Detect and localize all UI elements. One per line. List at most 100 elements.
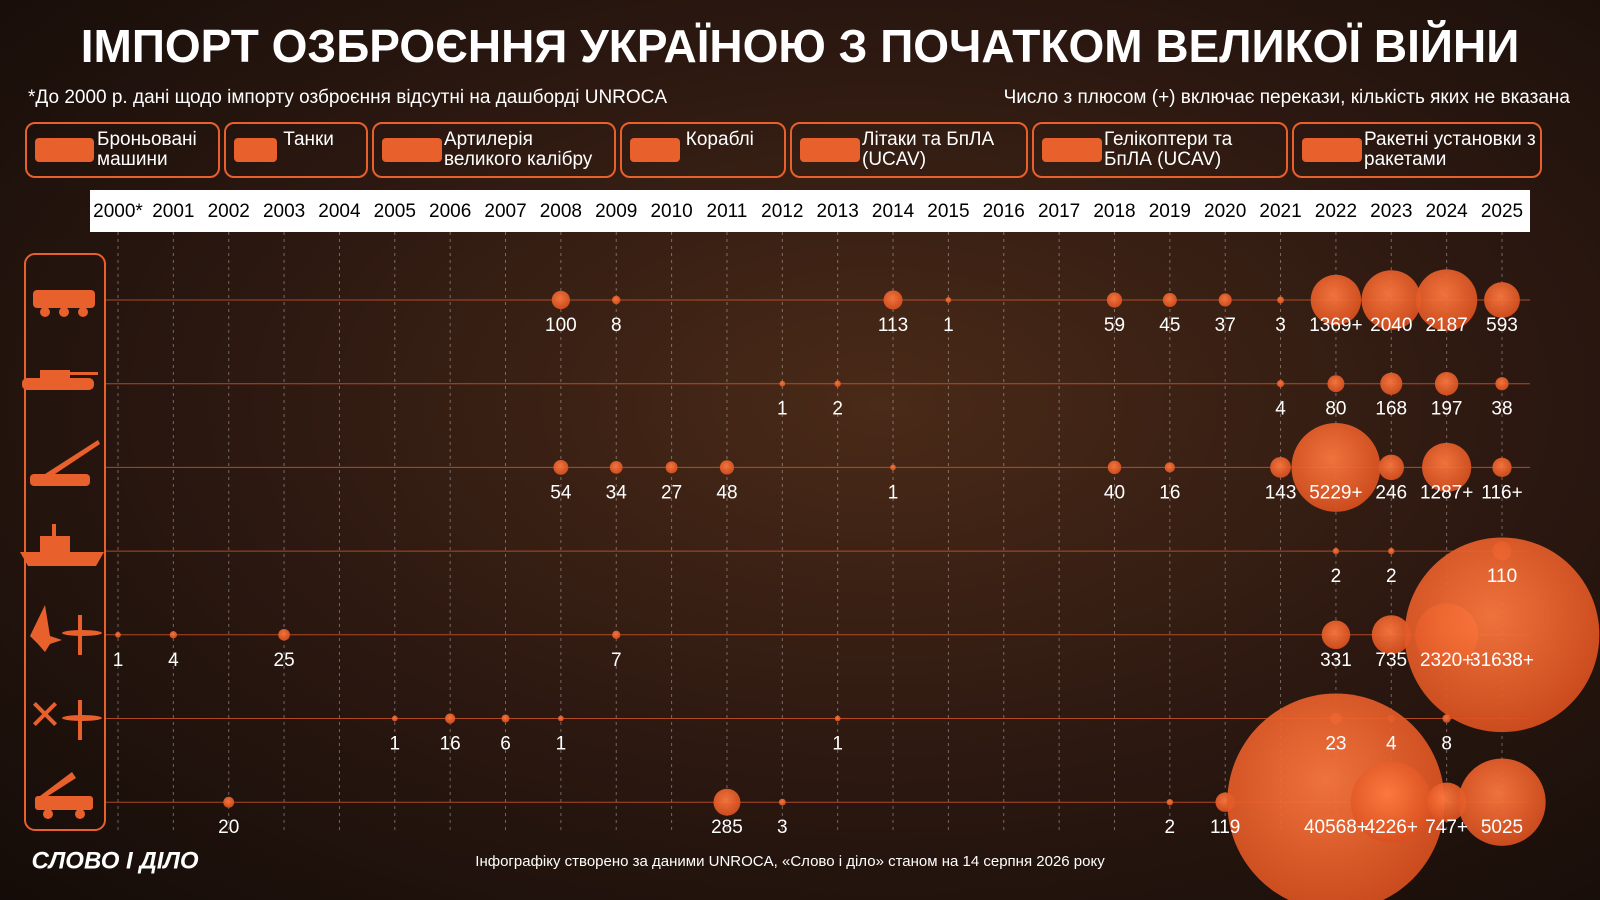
x-tick-label: 2009 (595, 201, 637, 222)
bubble (1276, 380, 1285, 388)
note: *До 2000 р. дані щодо імпорту озброєння … (28, 87, 667, 108)
value-label: 7 (611, 650, 622, 671)
bubble (1484, 282, 1520, 318)
value-label: 4 (1275, 399, 1286, 420)
bubble (445, 713, 456, 724)
bubble (1321, 620, 1351, 650)
legend-icon (382, 138, 442, 162)
bubble (1361, 270, 1422, 330)
bubble (1227, 693, 1445, 900)
value-label: 5229+ (1309, 482, 1362, 503)
legend-label: Гелікоптери та БпЛА (UCAV) (1104, 129, 1233, 170)
value-label: 4226+ (1365, 817, 1418, 838)
bubble (1107, 460, 1122, 475)
bubble (1162, 293, 1177, 307)
value-label: 2320+ (1420, 650, 1473, 671)
chart-title: ІМПОРТ ОЗБРОЄННЯ УКРАЇНОЮ З ПОЧАТКОМ ВЕЛ… (81, 20, 1520, 72)
bubble (883, 290, 903, 310)
value-label: 1369+ (1309, 315, 1362, 336)
x-tick-label: 2000* (93, 201, 143, 222)
x-tick-label: 2015 (927, 201, 969, 222)
legend-label: Артилерія великого калібру (444, 129, 593, 170)
value-label: 27 (661, 482, 682, 503)
source: Інфографіку створено за даними UNROCA, «… (475, 853, 1105, 870)
value-label: 1 (113, 650, 124, 671)
bubble (1388, 547, 1395, 555)
bubble (1371, 615, 1411, 655)
bubble (551, 290, 571, 310)
value-label: 119 (1210, 817, 1240, 838)
value-label: 246 (1375, 482, 1407, 503)
value-label: 4 (1386, 734, 1397, 755)
value-label: 285 (711, 817, 743, 838)
legend-icon (35, 138, 94, 162)
note: Число з плюсом (+) включає перекази, кіл… (1004, 87, 1571, 108)
bubble (1270, 457, 1291, 478)
x-tick-label: 2023 (1370, 201, 1412, 222)
value-label: 59 (1104, 315, 1125, 336)
bubble (1434, 372, 1459, 396)
bubble (1458, 758, 1546, 846)
value-label: 2 (832, 399, 843, 420)
bubble (1332, 547, 1340, 555)
value-label: 8 (1441, 734, 1452, 755)
value-label: 1287+ (1420, 482, 1473, 503)
legend-icon (234, 138, 278, 162)
bubble (557, 715, 564, 722)
value-label: 40568+ (1304, 817, 1368, 838)
bubble (609, 461, 623, 474)
x-tick-label: 2005 (374, 201, 416, 222)
bubble (834, 715, 841, 722)
bubble (778, 798, 786, 806)
bubble (1415, 269, 1478, 331)
value-label: 20 (218, 817, 239, 838)
bubble (1495, 377, 1509, 391)
value-label: 1 (832, 734, 843, 755)
bubble (1277, 296, 1285, 304)
bubbles (115, 269, 1600, 900)
value-label: 168 (1375, 399, 1407, 420)
legend-icon (630, 138, 680, 162)
bubble (1380, 372, 1403, 395)
value-label: 23 (1325, 734, 1346, 755)
x-tick-label: 2004 (318, 201, 361, 222)
bubble (719, 460, 735, 475)
x-tick-label: 2011 (707, 201, 748, 222)
legend-label: Кораблі (685, 129, 754, 150)
value-label: 3 (1275, 315, 1286, 336)
x-tick-label: 2025 (1481, 201, 1523, 222)
value-label: 4 (168, 650, 179, 671)
legend-item: Танки (224, 122, 368, 178)
icon-panel (24, 253, 106, 831)
bubble (1378, 454, 1404, 481)
legend-item: Броньовані машини (25, 122, 220, 178)
x-tick-label: 2006 (429, 201, 471, 222)
bubble (115, 631, 121, 638)
value-label: 2 (1165, 817, 1176, 838)
value-label: 2 (1331, 566, 1342, 587)
bubble (890, 464, 896, 471)
value-label: 1 (390, 734, 401, 755)
x-tick-label: 2008 (540, 201, 582, 222)
legend-label: Літаки та БпЛА (UCAV) (862, 129, 995, 170)
x-tick-label: 2007 (484, 201, 526, 222)
value-label: 331 (1320, 650, 1352, 671)
bubble (1291, 422, 1381, 512)
bubble (1404, 537, 1600, 733)
bubble (665, 461, 678, 474)
value-label: 38 (1491, 399, 1512, 420)
value-label: 40 (1104, 482, 1125, 503)
x-tick-label: 2012 (761, 201, 803, 222)
value-label: 25 (274, 650, 295, 671)
value-label: 45 (1159, 315, 1180, 336)
bubble (834, 380, 841, 387)
value-label: 2 (1386, 566, 1397, 587)
bubble (611, 295, 621, 305)
value-label: 110 (1487, 566, 1517, 587)
value-label: 31638+ (1470, 650, 1534, 671)
bubble (1442, 714, 1451, 723)
value-label: 113 (878, 315, 908, 336)
bubble (1422, 442, 1472, 492)
